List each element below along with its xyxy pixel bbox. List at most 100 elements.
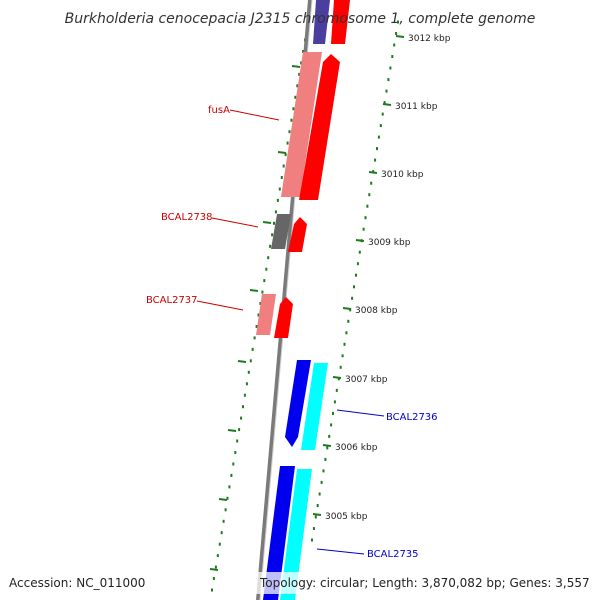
scale-dot [320, 480, 323, 484]
feature-top-red [331, 0, 350, 44]
scale-dot [211, 588, 213, 592]
tick-label: 3007 kbp [345, 375, 388, 385]
gene-label-text[interactable]: BCAL2738 [161, 212, 213, 223]
scale-dot [282, 164, 285, 168]
scale-dot [214, 565, 217, 569]
scale-dot [224, 508, 227, 512]
scale-dot [276, 198, 279, 202]
scale-dot [257, 313, 260, 317]
topology-label: Topology: circular; Length: 3,870,082 bp… [259, 576, 590, 590]
scale-dot [397, 20, 399, 24]
scale-dot [243, 393, 246, 397]
scale-dot [288, 130, 291, 134]
scale-dot [368, 193, 371, 197]
feature-top-navy [313, 0, 330, 44]
scale-dot [339, 365, 342, 369]
gene-label-fusA[interactable]: fusA [208, 105, 280, 121]
gene-BCAL2738-grey [271, 214, 291, 249]
scale-dot [284, 153, 287, 157]
scale-dot [351, 296, 354, 300]
scale-dot [345, 331, 348, 335]
gene-label-BCAL2737[interactable]: BCAL2737 [146, 295, 244, 311]
scale-dot [230, 473, 233, 477]
gene-label-BCAL2738[interactable]: BCAL2738 [161, 212, 259, 228]
scale-dot [220, 531, 223, 535]
scale-dot [261, 290, 264, 294]
gene-BCAL2737-red [274, 297, 293, 338]
gene-label-text[interactable]: fusA [208, 105, 230, 116]
scale-dot [385, 89, 388, 93]
scale-dot [274, 210, 277, 214]
scale-dot [330, 423, 333, 427]
gene-BCAL2738-red [288, 217, 307, 252]
tick-label: 3008 kbp [355, 306, 398, 316]
scale-dot [376, 147, 378, 151]
gene-label-BCAL2736[interactable]: BCAL2736 [336, 409, 438, 423]
scale-dot [379, 124, 382, 128]
scale-dot [381, 112, 384, 116]
scale-dot [267, 256, 270, 260]
gene-label-text[interactable]: BCAL2736 [386, 412, 438, 423]
scale-dot [370, 181, 373, 185]
scale-dot [280, 176, 283, 179]
scale-dot [337, 377, 340, 381]
scale-dot [296, 84, 299, 88]
tick-label: 3010 kbp [381, 170, 424, 180]
scale-dot [253, 336, 256, 340]
scale-dot [212, 577, 215, 580]
scale-dot [300, 61, 303, 65]
tick-label: 3012 kbp [408, 34, 451, 44]
scale-dot [328, 434, 331, 438]
scale-dot [286, 141, 289, 145]
scale-dot [316, 504, 319, 507]
gene-label-text[interactable]: BCAL2737 [146, 295, 198, 306]
tick-label: 3006 kbp [335, 443, 378, 453]
scale-ticks: 3012 kbp 3011 kbp 3010 kbp 3009 kbp 3008… [312, 34, 451, 522]
scale-dot [265, 267, 268, 271]
scale-dot [362, 227, 365, 231]
scale-dot [247, 370, 250, 374]
scale-dot [294, 95, 297, 99]
tick-label: 3005 kbp [325, 512, 368, 522]
scale-dot [326, 446, 329, 450]
scale-dot [271, 233, 274, 237]
scale-dot [216, 554, 219, 558]
scale-dot [353, 285, 355, 289]
tick-label: 3011 kbp [395, 102, 438, 112]
gene-label-BCAL2735[interactable]: BCAL2735 [316, 548, 419, 560]
scale-dot [314, 515, 317, 519]
scale-dot [387, 78, 390, 82]
tick-label: 3009 kbp [368, 238, 411, 248]
gene-fusA-pink [281, 52, 322, 197]
scale-dot [377, 135, 380, 139]
scale-dot [238, 428, 241, 432]
gene-BCAL2736-cyan [301, 363, 328, 450]
scale-dot [347, 319, 350, 323]
scale-dot [318, 492, 321, 496]
scale-dot [273, 221, 275, 225]
gene-BCAL2735-cyan [280, 469, 312, 600]
scale-dot [324, 457, 327, 461]
scale-dot [383, 101, 386, 105]
scale-dot [226, 496, 229, 500]
scale-dot [249, 359, 252, 363]
scale-dot [245, 382, 248, 386]
scale-dot [389, 66, 392, 70]
scale-dot [251, 347, 254, 351]
scale-dot [395, 32, 398, 35]
gene-fusA-red [299, 54, 340, 200]
footer-backdrop [256, 572, 600, 594]
scale-dot [358, 250, 361, 254]
scale-dot [292, 107, 295, 111]
scale-dot [374, 158, 377, 162]
map-title: Burkholderia cenocepacia J2315 chromosom… [65, 11, 536, 27]
scale-dot [366, 204, 369, 208]
gene-label-text[interactable]: BCAL2735 [367, 549, 419, 560]
scale-dot [335, 388, 338, 392]
inner-scale-ticks [209, 65, 301, 571]
scale-dot [355, 273, 357, 277]
scale-dot [343, 342, 346, 346]
scale-dot [393, 43, 396, 47]
scale-dot [312, 527, 315, 530]
